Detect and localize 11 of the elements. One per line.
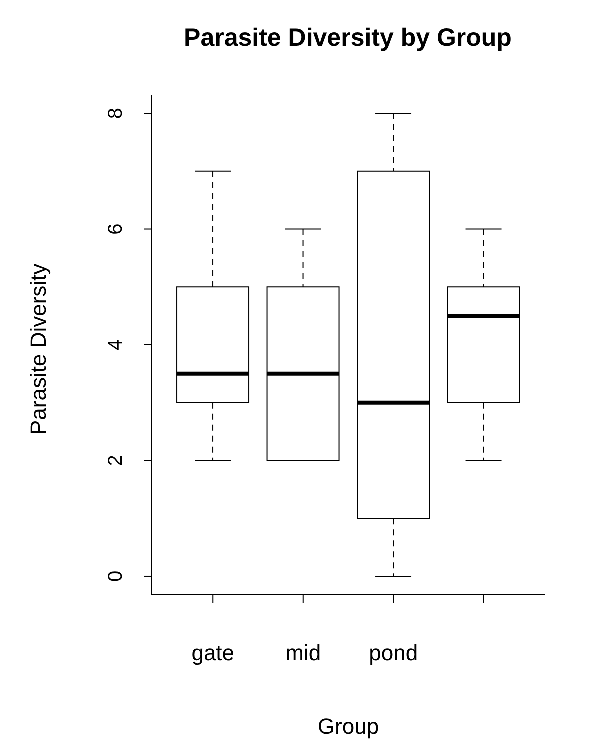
y-axis-title: Parasite Diversity xyxy=(26,264,51,435)
x-axis-title: Group xyxy=(318,714,380,739)
y-tick-label: 4 xyxy=(105,339,127,351)
x-tick-label: gate xyxy=(192,640,235,666)
y-tick-label: 6 xyxy=(105,224,127,235)
chart-title: Parasite Diversity by Group xyxy=(183,24,513,53)
y-tick-label: 0 xyxy=(105,570,127,582)
y-tick-label: 2 xyxy=(105,455,127,466)
y-tick-label: 8 xyxy=(105,108,127,120)
x-tick-label: pond xyxy=(369,640,418,666)
x-tick-label: mid xyxy=(286,640,322,666)
